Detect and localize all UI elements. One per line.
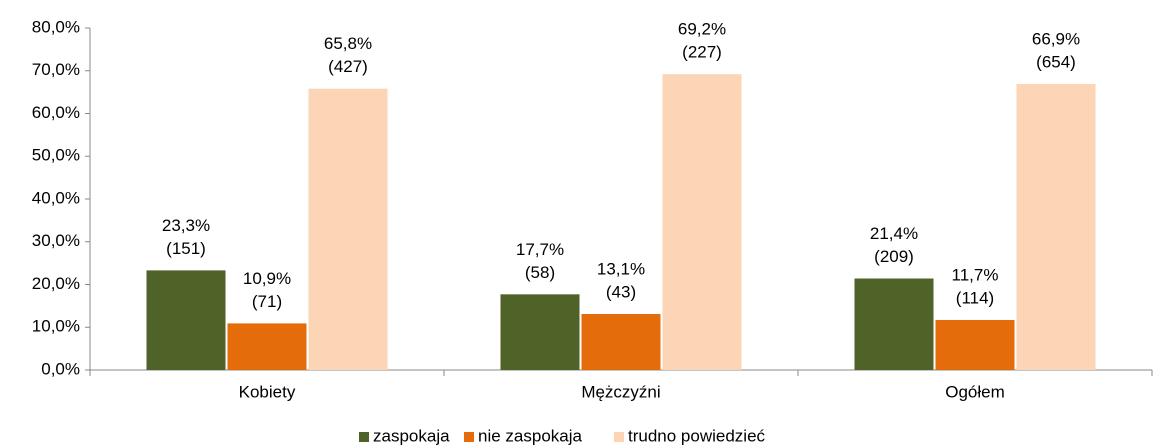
legend-swatch [464,432,474,442]
value-label: 65,8% [324,34,372,53]
y-tick-label: 60,0% [32,103,80,122]
y-tick-label: 30,0% [32,231,80,250]
count-label: (151) [166,239,206,258]
legend-label: nie zaspokaja [478,426,583,445]
bar [935,319,1015,370]
count-label: (114) [956,288,994,307]
y-tick-label: 0,0% [41,359,80,378]
bar [581,313,661,370]
count-label: (58) [525,263,555,282]
count-label: (209) [874,247,914,266]
legend-label: trudno powiedzieć [628,426,766,445]
bar [227,323,307,370]
y-tick-label: 10,0% [32,317,80,336]
legend-label: zaspokaja [373,426,450,445]
value-label: 11,7% [952,265,999,284]
value-label: 69,2% [678,20,726,39]
x-tick-label: Ogółem [945,382,1005,401]
value-label: 23,3% [162,216,210,235]
value-label: 21,4% [870,224,918,243]
legend-swatch [359,432,369,442]
count-label: (71) [252,292,282,311]
x-tick-label: Kobiety [239,382,296,401]
count-label: (654) [1036,52,1076,71]
y-tick-label: 50,0% [32,146,80,165]
count-label: (43) [606,282,636,301]
bar [500,294,580,370]
bar [308,88,388,370]
x-tick-label: Mężczyźni [581,382,660,401]
count-label: (427) [328,57,368,76]
bar [854,278,934,370]
y-tick-label: 70,0% [32,60,80,79]
bar [1016,84,1096,370]
y-tick-label: 40,0% [32,188,80,207]
bar [662,74,742,371]
count-label: (227) [682,43,722,62]
bar [146,270,226,370]
value-label: 17,7% [516,240,564,259]
y-tick-label: 20,0% [32,274,80,293]
value-label: 13,1% [597,259,645,278]
value-label: 10,9% [243,269,291,288]
value-label: 66,9% [1032,29,1080,48]
y-tick-label: 80,0% [32,17,80,36]
legend-swatch [614,432,624,442]
